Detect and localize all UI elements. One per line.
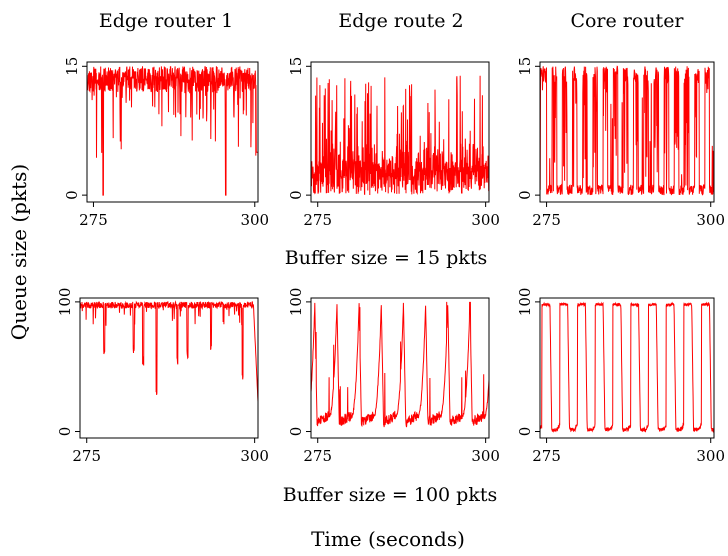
x-tick-label: 300 <box>240 447 269 465</box>
row-caption-top: Buffer size = 15 pkts <box>285 247 487 269</box>
y-tick-label: 0 <box>287 190 305 200</box>
row-caption-bottom: Buffer size = 100 pkts <box>283 484 498 506</box>
y-tick-label: 100 <box>287 288 305 317</box>
queue-series-line <box>310 301 490 428</box>
plot-frame <box>86 61 259 203</box>
plot-frame <box>539 61 715 203</box>
y-tick-label: 15 <box>516 57 534 76</box>
x-tick-label: 275 <box>303 211 332 229</box>
panel-5: 0 100 275 300 <box>287 288 500 465</box>
queue-series-line <box>310 75 490 196</box>
y-tick-label: 0 <box>287 427 305 437</box>
x-tick-label: 275 <box>532 211 561 229</box>
y-tick-label: 100 <box>516 288 534 317</box>
x-tick-label: 300 <box>696 211 725 229</box>
plot-frame <box>79 297 259 439</box>
panel-3: 0 15 275 300 <box>516 57 725 229</box>
panel-4: 0 100 275 300 <box>56 288 269 465</box>
y-tick-label: 15 <box>63 57 81 76</box>
y-tick-label: 15 <box>287 57 305 76</box>
x-tick-label: 275 <box>532 447 561 465</box>
x-tick-label: 275 <box>72 447 101 465</box>
column-title-edge-route-2: Edge route 2 <box>338 10 463 32</box>
x-tick-label: 300 <box>471 447 500 465</box>
x-tick-label: 275 <box>79 211 108 229</box>
y-tick-label: 0 <box>516 427 534 437</box>
queue-series-line <box>79 300 259 402</box>
y-tick-label: 0 <box>63 190 81 200</box>
panel-6: 0 100 275 300 <box>516 288 725 465</box>
panel-1: 0 15 275 300 <box>63 57 269 229</box>
x-tick-label: 300 <box>471 211 500 229</box>
y-tick-label: 100 <box>56 288 74 317</box>
column-title-edge-router-1: Edge router 1 <box>99 10 233 32</box>
column-title-core-router: Core router <box>570 10 684 32</box>
x-axis-label: Time (seconds) <box>311 527 465 551</box>
queue-series-line <box>539 65 715 196</box>
plot-frame <box>310 61 490 203</box>
plot-frame <box>539 297 715 439</box>
plot-frame <box>310 297 490 439</box>
x-tick-label: 300 <box>696 447 725 465</box>
y-tick-label: 0 <box>516 190 534 200</box>
x-tick-label: 275 <box>303 447 332 465</box>
panel-2: 0 15 275 300 <box>287 57 500 229</box>
y-tick-label: 0 <box>56 427 74 437</box>
x-tick-label: 300 <box>240 211 269 229</box>
queue-series-line <box>539 301 715 434</box>
queue-series-line <box>86 66 258 196</box>
y-axis-label: Queue size (pkts) <box>7 164 31 340</box>
